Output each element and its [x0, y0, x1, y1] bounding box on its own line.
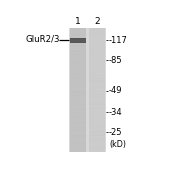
Bar [70, 38, 86, 43]
Text: -34: -34 [108, 108, 122, 117]
Text: -85: -85 [108, 56, 122, 65]
Bar [70, 39, 86, 42]
Text: GluR2/3: GluR2/3 [25, 34, 60, 43]
Text: -117: -117 [108, 36, 127, 45]
Text: (kD): (kD) [110, 140, 127, 149]
Text: 2: 2 [94, 17, 100, 26]
Bar [70, 28, 86, 152]
Text: -49: -49 [108, 86, 122, 95]
Text: 1: 1 [75, 17, 80, 26]
Bar [89, 28, 105, 152]
Bar [69, 28, 106, 152]
Text: -25: -25 [108, 128, 122, 137]
